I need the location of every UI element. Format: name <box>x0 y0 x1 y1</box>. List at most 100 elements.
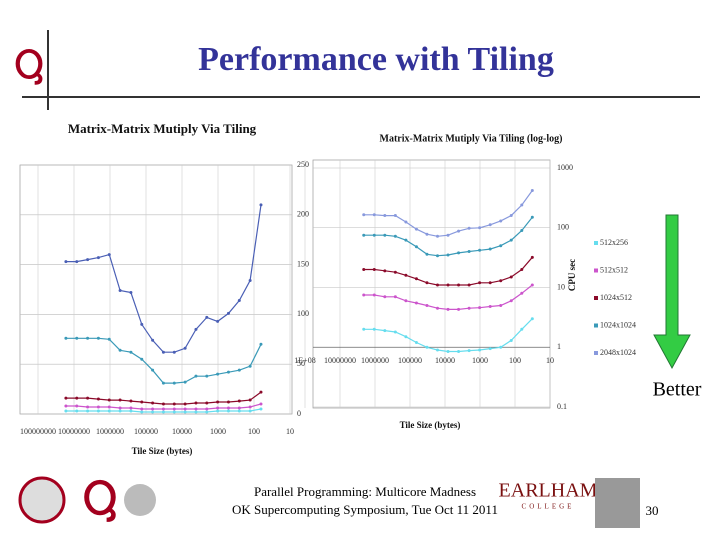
y-tick-label: 1000 <box>557 163 573 172</box>
data-point <box>129 350 133 354</box>
data-point <box>383 295 387 299</box>
data-point <box>64 260 68 264</box>
y-tick-label: 150 <box>297 259 309 268</box>
data-point <box>183 410 187 414</box>
y-tick-label: 10 <box>557 282 565 291</box>
y-axis-label: CPU sec <box>567 259 577 291</box>
x-tick-label: 10000 <box>435 356 455 365</box>
data-point <box>161 350 165 354</box>
data-point <box>435 348 439 352</box>
data-point <box>205 401 209 405</box>
data-point <box>393 270 397 274</box>
legend-label: 512x512 <box>600 265 628 274</box>
better-label: Better <box>653 379 702 401</box>
x-tick-label: 100 <box>509 356 521 365</box>
data-point <box>226 409 230 413</box>
page-number: 30 <box>646 503 659 518</box>
data-point <box>520 203 524 207</box>
x-tick-label: 10000000 <box>324 356 356 365</box>
data-point <box>172 407 176 411</box>
data-point <box>172 381 176 385</box>
data-point <box>414 301 418 305</box>
data-point <box>96 405 100 409</box>
data-point <box>64 404 68 408</box>
data-point <box>259 390 263 394</box>
data-point <box>259 342 263 346</box>
data-point <box>530 189 534 193</box>
data-point <box>520 291 524 295</box>
data-point <box>457 349 461 353</box>
data-point <box>478 226 482 230</box>
data-point <box>75 336 79 340</box>
data-point <box>248 409 252 413</box>
data-point <box>393 234 397 238</box>
data-point <box>172 402 176 406</box>
legend-label: 512x256 <box>600 238 628 247</box>
y-tick-label: 1 <box>557 342 561 351</box>
data-point <box>467 306 471 310</box>
data-point <box>520 268 524 272</box>
data-point <box>499 345 503 349</box>
data-point <box>467 250 471 254</box>
data-point <box>478 248 482 252</box>
data-point <box>457 251 461 255</box>
legend-swatch <box>594 351 598 355</box>
x-tick-label: 1000000 <box>361 356 389 365</box>
data-point <box>107 398 111 402</box>
data-point <box>425 232 429 236</box>
building-photo <box>595 478 640 528</box>
data-point <box>446 307 450 311</box>
y-tick-label: 50 <box>297 359 305 368</box>
data-point <box>161 410 165 414</box>
data-point <box>259 402 263 406</box>
data-point <box>248 398 252 402</box>
data-point <box>446 349 450 353</box>
y-tick-label: 0 <box>297 409 301 418</box>
y-tick-label: 0.1 <box>557 402 567 411</box>
data-point <box>161 407 165 411</box>
data-point <box>383 214 387 218</box>
data-point <box>140 410 144 414</box>
data-point <box>205 315 209 319</box>
data-point <box>499 279 503 283</box>
data-point <box>467 226 471 230</box>
data-point <box>372 293 376 297</box>
data-point <box>478 281 482 285</box>
data-point <box>151 401 155 405</box>
data-point <box>425 281 429 285</box>
x-tick-label: 100000 <box>134 427 158 436</box>
data-point <box>499 219 503 223</box>
legend-swatch <box>594 241 598 245</box>
x-tick-label: 10000000 <box>58 427 90 436</box>
data-point <box>75 409 79 413</box>
data-point <box>118 409 122 413</box>
data-point <box>499 303 503 307</box>
data-point <box>86 405 90 409</box>
legend-swatch <box>594 323 598 328</box>
x-axis-label: Tile Size (bytes) <box>132 446 193 456</box>
y-tick-label: 100 <box>557 223 569 232</box>
x-tick-label: 100000000 <box>20 427 56 436</box>
data-point <box>425 345 429 349</box>
data-point <box>435 254 439 258</box>
it-logo <box>124 484 156 516</box>
data-point <box>216 372 220 376</box>
data-point <box>467 283 471 287</box>
data-point <box>75 396 79 400</box>
data-point <box>64 409 68 413</box>
x-tick-label: 10 <box>286 427 294 436</box>
footer-line: OK Supercomputing Symposium, Tue Oct 11 … <box>232 502 498 517</box>
data-point <box>414 277 418 281</box>
data-point <box>107 253 111 257</box>
data-point <box>183 380 187 384</box>
x-tick-label: 10 <box>546 356 554 365</box>
x-tick-label: 1000000 <box>96 427 124 436</box>
data-point <box>435 283 439 287</box>
data-point <box>509 214 513 218</box>
data-point <box>404 335 408 339</box>
legend-label: 1024x512 <box>600 293 632 302</box>
data-point <box>509 338 513 342</box>
data-point <box>237 399 241 403</box>
data-point <box>216 400 220 404</box>
